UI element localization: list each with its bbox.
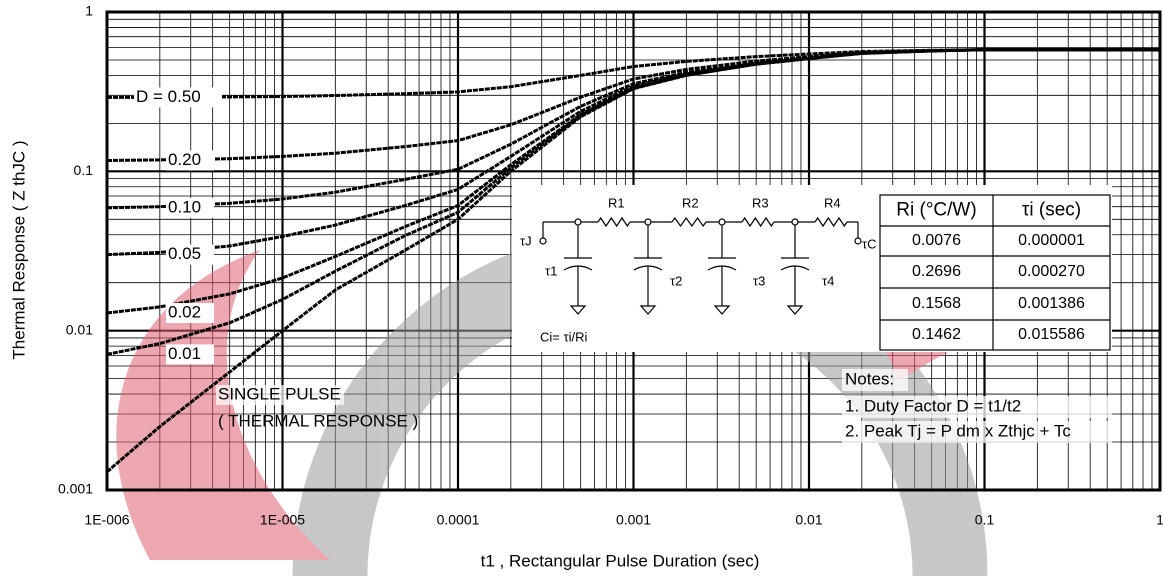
ground: [786, 305, 804, 315]
series-line: [106, 48, 1160, 473]
circuit-label: R3: [752, 195, 769, 210]
label-background: [166, 197, 214, 218]
y-tick-label: 1: [85, 3, 93, 19]
y-tick-label: 0.01: [66, 321, 93, 337]
series-label: 0.01: [168, 344, 201, 363]
x-tick-label: 1E-005: [260, 512, 305, 528]
terminal: [854, 237, 862, 245]
label-background: [166, 244, 214, 265]
circuit-label: R1: [608, 195, 625, 210]
notes: Notes: 1. Duty Factor D = t1/t2 2. Peak Tj…: [842, 369, 1112, 443]
x-tick-label: 0.001: [616, 512, 651, 528]
table-header: τi (sec): [1022, 200, 1081, 221]
circuit-label: τJ: [520, 233, 532, 248]
series-label: SINGLE PULSE: [218, 384, 341, 403]
series-layer: D = 0.50 0.20 0.10 0.05 0.02 0.01 SINGLE PULSE…: [106, 48, 1160, 473]
node: [574, 218, 582, 226]
ground: [713, 305, 731, 315]
table-cell: 0.000001: [1018, 232, 1085, 249]
note: 2. Peak Tj = P dm x Zthjc + Tc: [845, 421, 1071, 440]
node: [718, 218, 726, 226]
inset: Ri (°C/W) τi (sec) 0.0076 0.000001 0.2696 0.0…: [512, 185, 1112, 352]
table: Ri (°C/W) τi (sec) 0.0076 0.000001 0.2696 0.0…: [879, 194, 1111, 351]
table-cell: 0.001386: [1018, 295, 1085, 312]
table-cell: 0.0076: [912, 232, 961, 249]
series-label: 0.20: [168, 150, 201, 169]
circuit-label: τ2: [670, 273, 682, 288]
node: [644, 218, 652, 226]
circuit-label: R4: [824, 195, 841, 210]
series-label: 0.02: [168, 303, 201, 322]
note-background: [842, 396, 1112, 418]
resistor: [597, 216, 631, 228]
table-cell: 0.2696: [912, 263, 961, 280]
x-tick-label: 0.01: [795, 512, 822, 528]
y-tick-label: 0.1: [74, 162, 94, 178]
circuit-label: R2: [682, 195, 699, 210]
note: Notes:: [845, 369, 894, 388]
series-line: [106, 48, 1160, 356]
label-background: [134, 87, 222, 108]
node: [791, 218, 799, 226]
x-tick-label: 0.0001: [437, 512, 480, 528]
series-label: D = 0.50: [136, 87, 201, 106]
x-tick-label: 1: [1156, 512, 1163, 528]
label-background: [166, 303, 214, 324]
label-background: [166, 150, 214, 171]
series-label: 0.10: [168, 197, 201, 216]
note-background: [842, 421, 1112, 443]
table-cell: 0.1462: [912, 326, 961, 343]
note: 1. Duty Factor D = t1/t2: [845, 396, 1021, 415]
annotation: ( THERMAL RESPONSE ): [218, 411, 418, 430]
note-background: [842, 369, 908, 391]
circuit-label: Ci= τi/Ri: [540, 329, 588, 344]
terminal: [539, 237, 547, 245]
label-background: [216, 385, 344, 405]
resistor: [741, 216, 775, 228]
plot-frame: [105, 10, 1162, 492]
ground: [639, 305, 657, 315]
series-label: 0.05: [168, 244, 201, 263]
table-cell: 0.015586: [1018, 326, 1085, 343]
x-tick-label: 0.1: [975, 512, 995, 528]
resistor: [814, 216, 848, 228]
y-tick-label: 0.001: [58, 481, 93, 497]
resistor: [671, 216, 707, 228]
circuit-label: τ3: [753, 273, 765, 288]
circuit-label: τC: [862, 236, 877, 251]
y-axis-title: Thermal Response ( Z thJC ): [9, 140, 28, 359]
x-axis-title: t1 , Rectangular Pulse Duration (sec): [481, 551, 760, 570]
table-frame: [879, 194, 1111, 351]
table-header: Ri (°C/W): [896, 200, 976, 221]
circuit-label: τ4: [822, 273, 834, 288]
ground: [569, 305, 587, 315]
circuit-label: τ1: [545, 263, 557, 278]
table-cell: 0.000270: [1018, 263, 1085, 280]
table-cell: 0.1568: [912, 295, 961, 312]
x-tick-label: 1E-006: [84, 512, 129, 528]
circuit: [539, 216, 862, 315]
label-background: [166, 344, 214, 365]
